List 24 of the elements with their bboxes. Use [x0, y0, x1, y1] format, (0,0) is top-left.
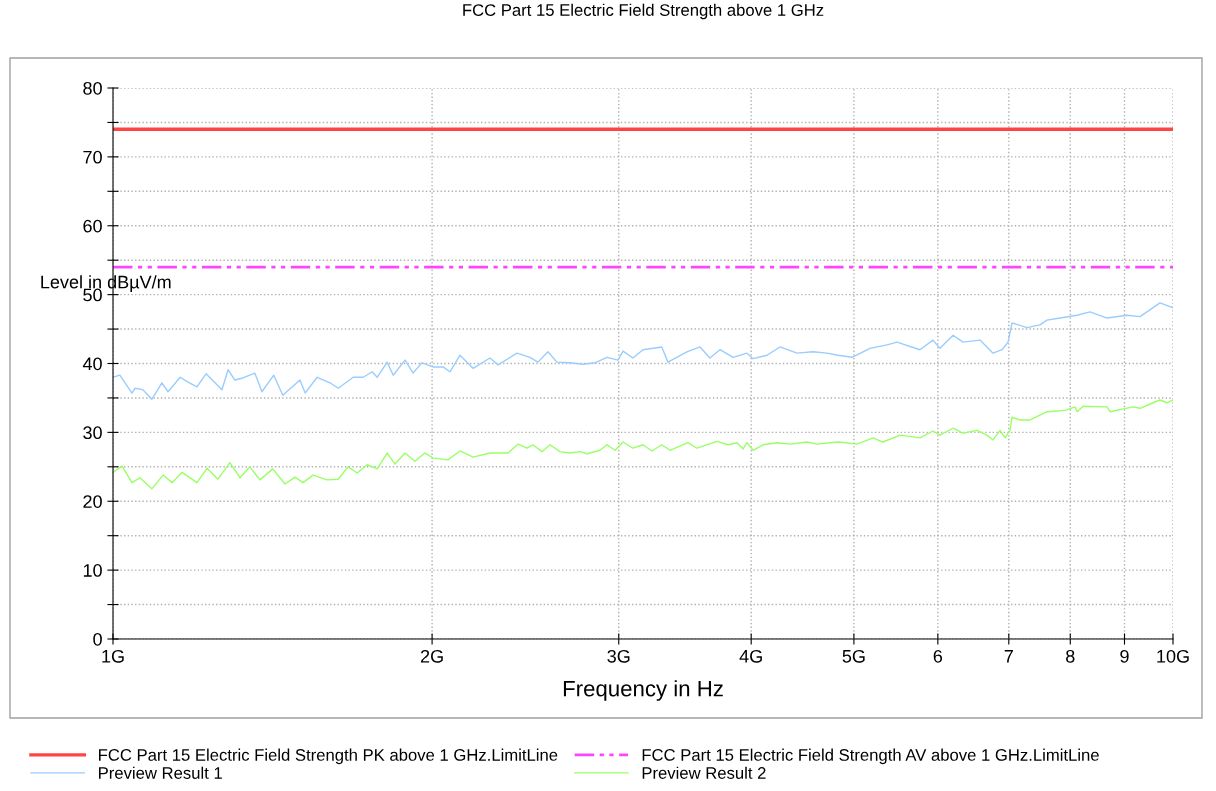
- y-tick-label: 60: [83, 219, 102, 233]
- y-tick-label: 10: [83, 564, 102, 577]
- legend-label: FCC Part 15 Electric Field Strength PK above 1 GHz.LimitLine: [99, 748, 558, 765]
- x-tick-label: 6: [933, 649, 943, 663]
- x-tick-label: 3G: [607, 649, 630, 663]
- y-tick-label: 30: [83, 426, 102, 440]
- x-tick-label: 2G: [420, 649, 443, 663]
- legend-label: FCC Part 15 Electric Field Strength AV above 1 GHz.LimitLine: [642, 748, 1099, 765]
- x-tick-label: 10G: [1157, 649, 1189, 663]
- y-tick-label: 20: [83, 495, 102, 508]
- legend-label: Preview Result 2: [642, 766, 766, 779]
- x-tick-label: 4G: [739, 649, 762, 663]
- y-tick-label: 80: [83, 81, 102, 95]
- y-tick-label: 0: [93, 632, 102, 646]
- y-tick-label: 70: [83, 150, 102, 164]
- legend-label: Preview Result 1: [99, 766, 222, 779]
- x-tick-label: 1G: [102, 649, 124, 663]
- y-tick-label: 40: [82, 357, 102, 371]
- x-tick-label: 7: [1004, 650, 1013, 663]
- chart-title: FCC Part 15 Electric Field Strength above 1 GHz: [463, 3, 824, 20]
- x-axis-title: Frequency in Hz: [563, 680, 723, 701]
- x-tick-label: 8: [1066, 649, 1075, 663]
- x-tick-label: 9: [1120, 649, 1129, 663]
- x-tick-label: 5G: [842, 649, 865, 663]
